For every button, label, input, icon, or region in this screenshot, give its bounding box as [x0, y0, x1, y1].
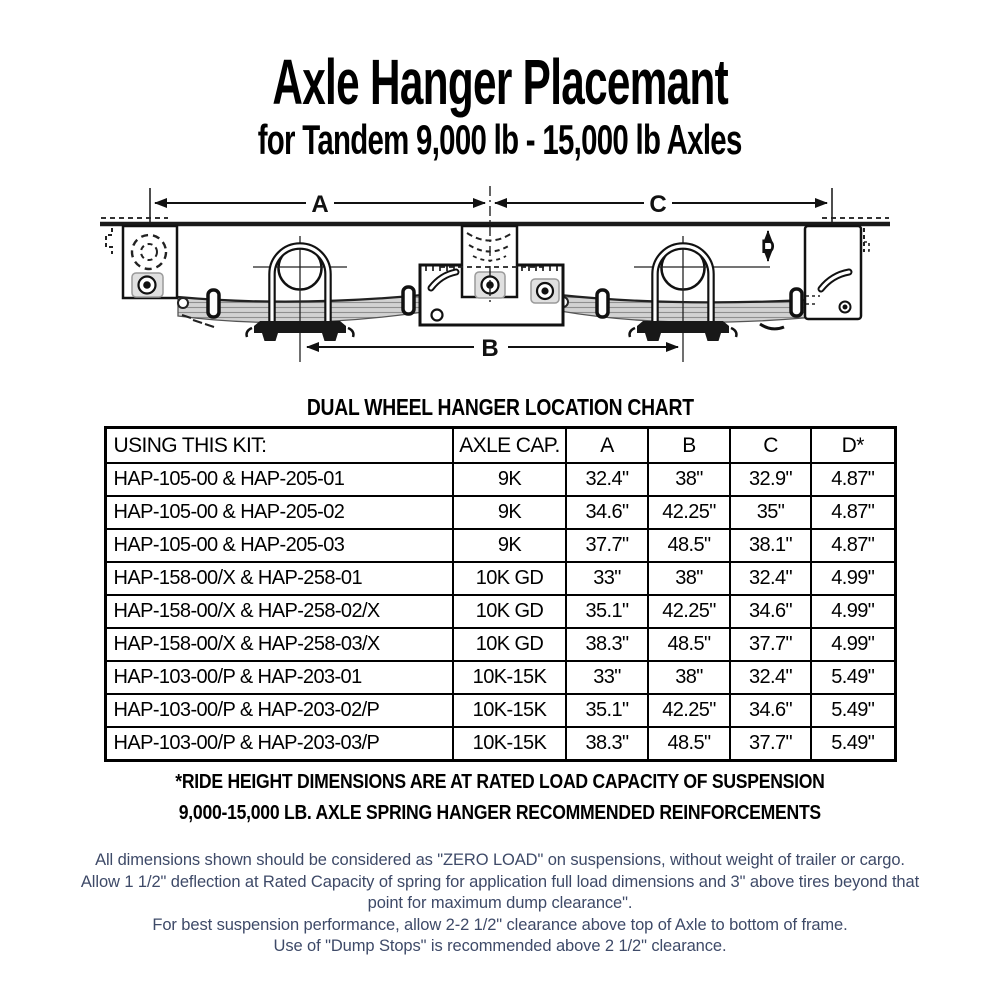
disclaimer-line: All dimensions shown should be considere… — [95, 851, 905, 870]
dimension-d: D — [761, 230, 775, 263]
frame-rail — [100, 217, 890, 227]
dimension-c: C — [494, 191, 828, 218]
disclaimer-line: Allow 1 1/2" deflection at Rated Capacit… — [80, 872, 920, 891]
disclaimer-line: For best suspension performance, allow 2… — [152, 915, 848, 934]
table-row: HAP-105-00 & HAP-205-03 9K 37.7" 48.5" 38.1"… — [104, 528, 896, 564]
table-row: HAP-158-00/X & HAP-258-02/X 10K GD 35.1" 42… — [104, 594, 896, 630]
disclaimer-line: Use of "Dump Stops" is recommended above… — [273, 937, 727, 956]
svg-text:B: B — [481, 335, 498, 362]
col-header-a: A — [565, 426, 649, 465]
disclaimer-line: point for maximum dump clearance". — [367, 894, 633, 913]
table-title: DUAL WHEEL HANGER LOCATION CHART — [306, 394, 694, 421]
col-header-d: D* — [810, 426, 896, 465]
table-row: HAP-105-00 & HAP-205-02 9K 34.6" 42.25" 35" 4… — [104, 495, 896, 531]
page-title: Axle Hanger Placemant — [272, 46, 728, 118]
table-row: HAP-103-00/P & HAP-203-01 10K-15K 33" 38" 32… — [104, 660, 896, 696]
footnote-reinforcements: 9,000-15,000 LB. AXLE SPRING HANGER RECO… — [178, 802, 822, 825]
svg-text:A: A — [311, 191, 328, 218]
dimension-a: A — [154, 191, 486, 218]
front-hanger — [105, 225, 179, 300]
footnote-ride-height: *RIDE HEIGHT DIMENSIONS ARE AT RATED LOA… — [175, 771, 825, 794]
col-header-b: B — [647, 426, 731, 465]
col-header-kit: USING THIS KIT: — [104, 426, 454, 465]
table-header-row: USING THIS KIT: AXLE CAP. A B C D* — [104, 426, 896, 465]
hanger-location-table: USING THIS KIT: AXLE CAP. A B C D* HAP-1… — [103, 426, 897, 763]
dimension-b: B — [306, 335, 679, 362]
cam-bushing-dashed-circle — [130, 234, 168, 271]
front-axle-assembly — [245, 236, 355, 363]
center-equalizer — [418, 225, 565, 327]
svg-text:D: D — [761, 237, 775, 258]
rear-axle-assembly — [628, 236, 770, 363]
table-row: HAP-158-00/X & HAP-258-03/X 10K GD 38.3" 48… — [104, 627, 896, 663]
suspension-diagram: A C B D — [0, 180, 1000, 392]
col-header-axle-cap: AXLE CAP. — [452, 426, 567, 465]
table-row: HAP-103-00/P & HAP-203-02/P 10K-15K 35.1" 4… — [104, 693, 896, 729]
page-subtitle: for Tandem 9,000 lb - 15,000 lb Axles — [258, 116, 743, 164]
table-row: HAP-103-00/P & HAP-203-03/P 10K-15K 38.3" 4… — [104, 726, 896, 762]
table-row: HAP-105-00 & HAP-205-01 9K 32.4" 38" 32.9" 4.… — [104, 462, 896, 498]
col-header-c: C — [729, 426, 812, 465]
disclaimer-paragraph: All dimensions shown should be considere… — [0, 850, 1000, 958]
tandem-axle-diagram-svg: A C B D — [100, 186, 890, 363]
table-row: HAP-158-00/X & HAP-258-01 10K GD 33" 38" 32.… — [104, 561, 896, 597]
svg-text:C: C — [649, 191, 666, 218]
rear-hanger — [803, 225, 870, 321]
